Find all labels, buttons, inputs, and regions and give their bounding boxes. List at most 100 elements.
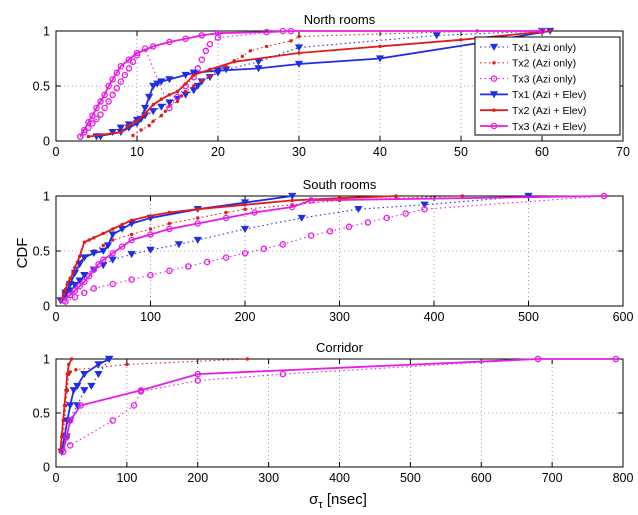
data-point bbox=[60, 297, 67, 304]
x-tick-label: 600 bbox=[613, 310, 634, 324]
data-point bbox=[118, 243, 126, 250]
data-point bbox=[166, 104, 173, 112]
data-point bbox=[99, 247, 108, 255]
data-point bbox=[307, 232, 315, 239]
data-point bbox=[100, 256, 107, 264]
data-point bbox=[111, 227, 115, 231]
data-point bbox=[375, 55, 385, 63]
data-point bbox=[77, 402, 85, 409]
y-tick-label: 0 bbox=[43, 135, 50, 149]
y-tick-label: 0.5 bbox=[33, 245, 50, 259]
y-tick-label: 0 bbox=[43, 300, 50, 314]
data-point bbox=[151, 119, 155, 123]
data-point bbox=[105, 98, 112, 105]
data-point bbox=[149, 82, 158, 90]
data-point bbox=[202, 47, 210, 55]
data-point bbox=[109, 91, 116, 99]
data-point bbox=[108, 256, 117, 264]
data-point bbox=[165, 99, 174, 107]
data-point bbox=[183, 82, 188, 86]
x-tick-label: 30 bbox=[292, 145, 306, 159]
data-point bbox=[534, 355, 542, 363]
data-point bbox=[200, 78, 204, 83]
chart-panel-2: 0 100 200 300 400 500 600 0 0.5 1 South rooms bbox=[33, 177, 634, 324]
series-tx1-azi-only- bbox=[56, 192, 533, 305]
data-point bbox=[279, 370, 287, 378]
series-line bbox=[63, 195, 605, 302]
series-tx1-azi-elev- bbox=[92, 27, 555, 141]
series-line bbox=[59, 195, 397, 301]
data-point bbox=[117, 78, 125, 85]
data-point bbox=[66, 417, 74, 424]
data-point bbox=[460, 194, 465, 198]
data-point bbox=[135, 119, 139, 123]
x-tick-label: 200 bbox=[187, 471, 208, 485]
data-point bbox=[240, 54, 244, 58]
chart-panel-3: 0 100 200 300 400 500 600 700 800 0 0.5 1 Corridor bbox=[33, 340, 634, 485]
legend-label: Tx1 (Azi only) bbox=[512, 42, 576, 54]
data-point bbox=[157, 103, 166, 111]
data-point bbox=[64, 388, 68, 393]
data-point bbox=[146, 246, 155, 254]
data-point bbox=[294, 60, 304, 68]
data-point bbox=[65, 282, 70, 286]
legend: Tx1 (Azi only) Tx2 (Azi only) Tx3 (Azi onl… bbox=[474, 36, 621, 136]
series-line bbox=[61, 358, 248, 452]
data-point bbox=[364, 219, 372, 226]
x-tick-label: 400 bbox=[424, 310, 445, 324]
x-tick-label: 800 bbox=[613, 471, 634, 485]
x-tick-label: 300 bbox=[258, 471, 279, 485]
data-point bbox=[297, 34, 301, 39]
data-point bbox=[113, 69, 121, 77]
data-point bbox=[147, 123, 151, 128]
y-tick-label: 0.5 bbox=[33, 80, 50, 94]
data-point bbox=[63, 433, 70, 441]
data-point bbox=[80, 370, 89, 378]
data-point bbox=[183, 89, 188, 94]
data-point bbox=[74, 368, 78, 372]
data-point bbox=[80, 254, 89, 262]
data-point bbox=[101, 91, 108, 99]
data-point bbox=[127, 251, 136, 259]
data-point bbox=[66, 442, 74, 449]
data-point bbox=[175, 99, 180, 104]
data-point bbox=[93, 104, 100, 112]
data-point bbox=[166, 225, 173, 233]
data-point bbox=[264, 44, 269, 49]
x-axis-label-subscript: τ bbox=[318, 499, 323, 511]
x-tick-label: 100 bbox=[140, 310, 161, 324]
data-point bbox=[185, 263, 192, 270]
y-axis-label: CDF bbox=[14, 238, 31, 269]
data-point bbox=[125, 65, 133, 72]
data-point bbox=[120, 222, 124, 227]
legend-label: Tx2 (Azi only) bbox=[512, 58, 576, 70]
data-point bbox=[73, 382, 82, 390]
data-point bbox=[73, 265, 77, 270]
legend-marker bbox=[489, 43, 499, 51]
series-line bbox=[62, 358, 616, 453]
data-point bbox=[198, 32, 206, 39]
legend-label: Tx3 (Azi + Elev) bbox=[512, 121, 586, 133]
data-point bbox=[89, 250, 98, 258]
data-point bbox=[93, 115, 100, 123]
series-tx2-azi-elev- bbox=[59, 194, 398, 303]
data-point bbox=[94, 361, 103, 369]
data-point bbox=[196, 207, 200, 211]
data-point bbox=[121, 71, 129, 79]
data-point bbox=[192, 73, 196, 77]
data-point bbox=[108, 231, 117, 239]
data-point bbox=[167, 221, 172, 226]
data-point bbox=[214, 34, 222, 41]
data-point bbox=[297, 51, 301, 55]
data-point bbox=[214, 29, 222, 37]
legend-item: Tx3 (Azi only) bbox=[480, 73, 576, 85]
data-point bbox=[125, 56, 133, 63]
legend-marker bbox=[489, 91, 499, 99]
legend-marker bbox=[490, 75, 498, 82]
data-point bbox=[157, 78, 166, 86]
data-point bbox=[68, 370, 72, 374]
data-point bbox=[174, 241, 183, 249]
data-point bbox=[113, 84, 121, 92]
data-point bbox=[87, 238, 91, 242]
data-point bbox=[125, 362, 129, 367]
